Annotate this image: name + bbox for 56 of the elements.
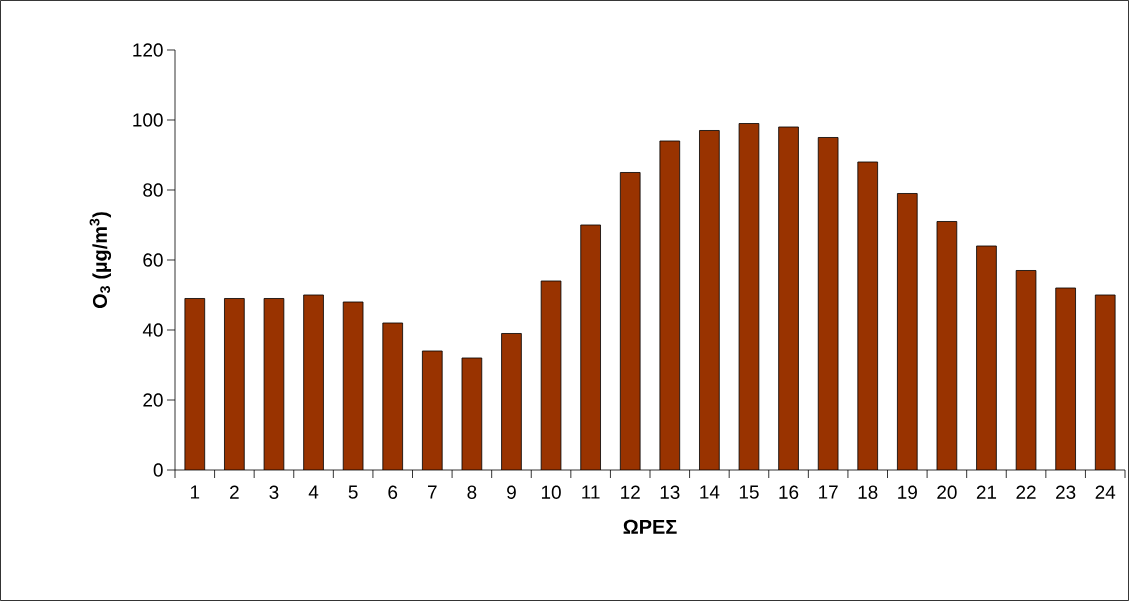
bar — [778, 127, 799, 470]
x-tick-label: 7 — [428, 485, 437, 499]
x-tick-label: 9 — [507, 485, 516, 499]
bar — [184, 298, 205, 470]
x-axis-title: ΩΡΕΣ — [623, 519, 677, 534]
y-tick-label: 80 — [143, 183, 163, 197]
bar — [1094, 294, 1116, 470]
x-tick-label: 14 — [700, 485, 720, 499]
y-tick-label: 100 — [133, 113, 163, 127]
x-tick-label: 18 — [858, 485, 878, 499]
x-tick-label: 23 — [1056, 485, 1076, 499]
bar — [1016, 270, 1036, 470]
bar — [1055, 288, 1076, 470]
bar — [264, 298, 284, 470]
y-tick-label: 120 — [133, 43, 163, 57]
x-tick-label: 4 — [308, 485, 319, 499]
y-tick-label: 20 — [143, 393, 163, 407]
x-tick-label: 12 — [621, 485, 640, 499]
bar — [422, 351, 443, 470]
bar — [343, 302, 364, 470]
x-tick-label: 20 — [937, 485, 957, 499]
bar — [501, 333, 522, 470]
bar — [976, 246, 997, 470]
x-tick-label: 24 — [1095, 485, 1116, 499]
x-tick-label: 11 — [582, 485, 600, 499]
bar — [857, 162, 878, 470]
bar — [224, 298, 245, 470]
x-tick-label: 1 — [190, 485, 200, 499]
y-axis-title: O$_{3}$ (µg/m$^{3}$) — [89, 212, 112, 309]
x-tick-label: 15 — [739, 485, 759, 499]
bar — [541, 281, 561, 470]
x-tick-label: 17 — [819, 485, 838, 499]
y-tick-label: 0 — [153, 463, 163, 477]
x-tick-label: 5 — [348, 485, 358, 499]
bar — [699, 130, 720, 470]
bar — [739, 123, 759, 470]
x-tick-label: 22 — [1016, 485, 1036, 499]
x-tick-label: 19 — [898, 485, 917, 499]
x-tick-label: 10 — [541, 485, 561, 499]
x-tick-label: 13 — [660, 485, 680, 499]
bar — [620, 172, 641, 470]
x-tick-label: 2 — [230, 485, 239, 499]
bar — [818, 137, 839, 470]
x-tick-label: 6 — [388, 485, 398, 499]
y-tick-label: 40 — [142, 323, 163, 337]
x-tick-label: 21 — [976, 485, 997, 499]
x-tick-label: 16 — [779, 485, 799, 499]
bar — [303, 295, 324, 470]
bar — [382, 323, 403, 470]
x-tick-label: 3 — [269, 485, 279, 499]
bar — [897, 193, 918, 470]
bar — [936, 221, 957, 470]
bar — [580, 225, 601, 470]
x-tick-label: 8 — [467, 485, 477, 499]
bar — [659, 141, 680, 470]
y-tick-label: 60 — [143, 253, 163, 267]
